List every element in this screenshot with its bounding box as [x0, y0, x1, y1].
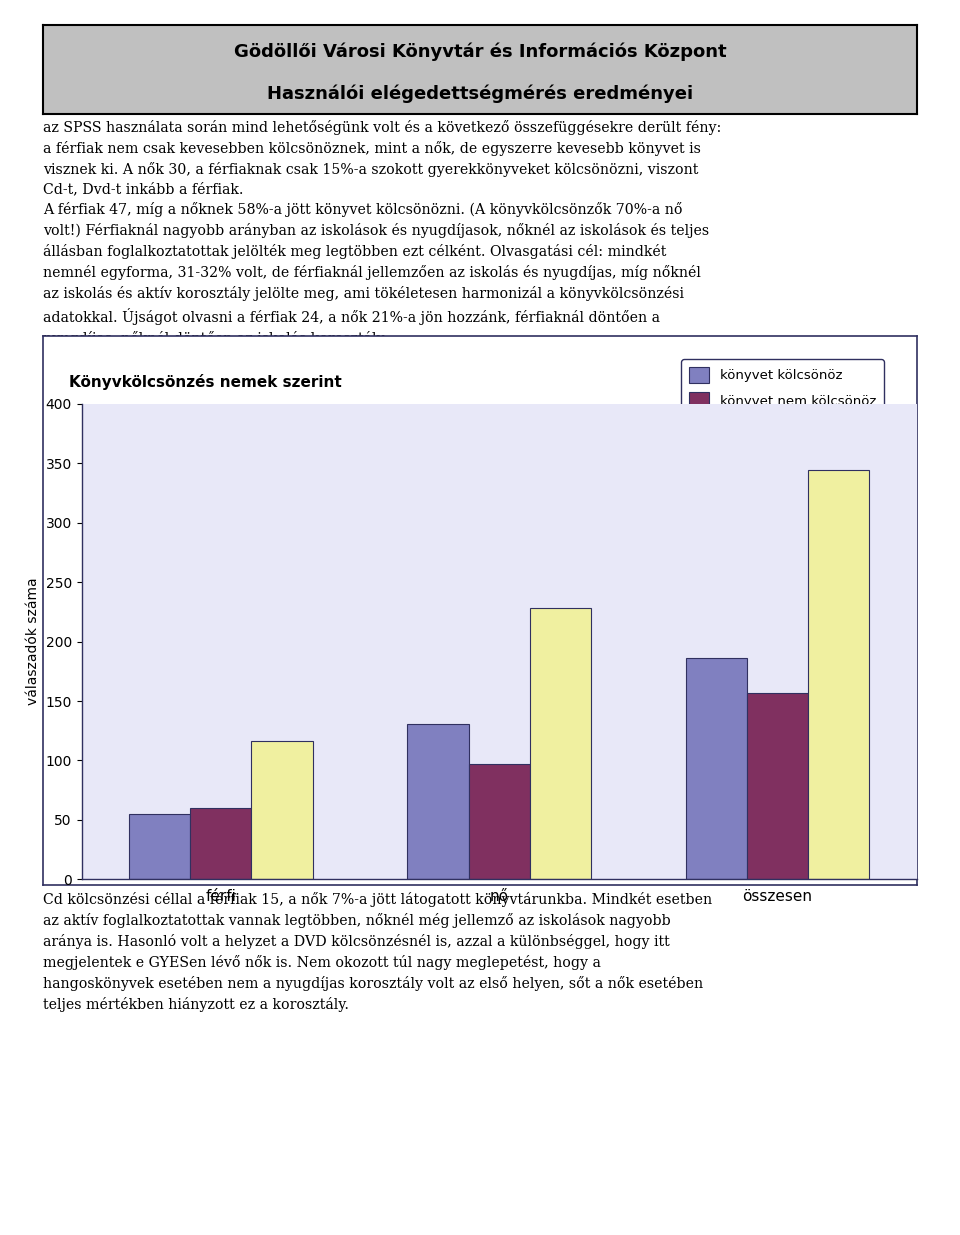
Bar [190, 808, 252, 879]
Text: Könyvkölcsönzés nemek szerint: Könyvkölcsönzés nemek szerint [69, 374, 342, 390]
Text: Gödöllői Városi Könyvtár és Információs Központ: Gödöllői Városi Könyvtár és Információs … [233, 42, 727, 61]
Bar [407, 724, 468, 879]
Bar [530, 609, 591, 879]
Bar [747, 693, 808, 879]
Bar [252, 741, 313, 879]
Bar [808, 471, 870, 879]
Text: Cd kölcsönzési céllal a férfiak 15, a nők 7%-a jött látogatott könyvtárunkba. Mi: Cd kölcsönzési céllal a férfiak 15, a nő… [43, 892, 712, 1011]
Bar [129, 814, 190, 879]
Legend: könyvet kölcsönöz, könyvet nem kölcsönöz, összesen: könyvet kölcsönöz, könyvet nem kölcsönöz… [682, 359, 884, 442]
Bar [468, 764, 530, 879]
Text: Használói elégedettségmérés eredményei: Használói elégedettségmérés eredményei [267, 85, 693, 104]
Text: az SPSS használata során mind lehetőségünk volt és a következő összefüggésekre d: az SPSS használata során mind lehetőségü… [43, 120, 722, 346]
Bar [685, 658, 747, 879]
Y-axis label: válaszadók száma: válaszadók száma [26, 578, 40, 705]
